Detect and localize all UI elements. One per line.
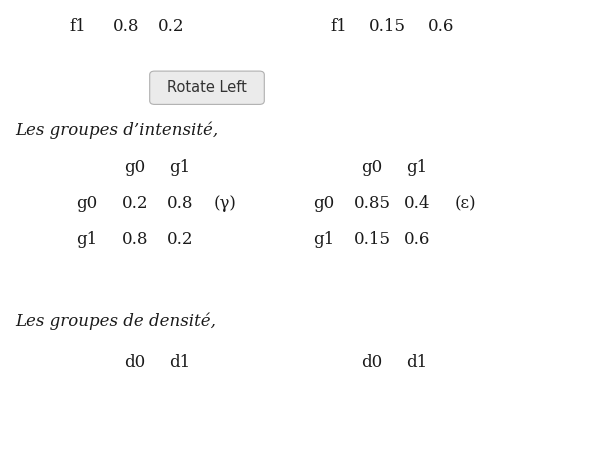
Text: d0: d0 (124, 354, 146, 371)
Text: 0.85: 0.85 (353, 195, 391, 212)
Text: 0.2: 0.2 (167, 231, 193, 248)
Text: g1: g1 (313, 231, 335, 248)
Text: Les groupes de densité,: Les groupes de densité, (15, 313, 216, 330)
Text: 0.8: 0.8 (122, 231, 148, 248)
Text: 0.15: 0.15 (353, 231, 391, 248)
Text: g1: g1 (76, 231, 98, 248)
Text: g0: g0 (76, 195, 98, 212)
Text: 0.2: 0.2 (122, 195, 148, 212)
Text: f1: f1 (70, 18, 86, 35)
Text: f1: f1 (331, 18, 347, 35)
Text: (ε): (ε) (454, 195, 476, 212)
Text: 0.15: 0.15 (368, 18, 406, 35)
Text: g0: g0 (124, 159, 146, 176)
Text: 0.2: 0.2 (158, 18, 184, 35)
Text: g1: g1 (169, 159, 191, 176)
Text: 0.8: 0.8 (113, 18, 139, 35)
Text: d0: d0 (361, 354, 383, 371)
Text: 0.6: 0.6 (404, 231, 430, 248)
Text: g0: g0 (361, 159, 383, 176)
Text: g1: g1 (406, 159, 428, 176)
Text: 0.6: 0.6 (428, 18, 454, 35)
Text: 0.4: 0.4 (404, 195, 430, 212)
Text: d1: d1 (169, 354, 191, 371)
Text: g0: g0 (313, 195, 335, 212)
Text: Rotate Left: Rotate Left (167, 80, 247, 95)
Text: d1: d1 (406, 354, 428, 371)
FancyBboxPatch shape (149, 71, 264, 104)
Text: 0.8: 0.8 (167, 195, 193, 212)
Text: (γ): (γ) (214, 195, 236, 212)
Text: Les groupes d’intensité,: Les groupes d’intensité, (15, 122, 218, 139)
